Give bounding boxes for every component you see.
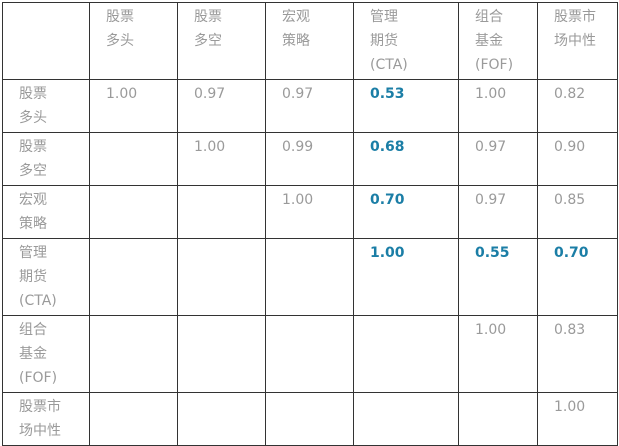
value-cell: 0.83: [537, 315, 618, 393]
value-cell: [177, 185, 266, 239]
value-cell: [265, 315, 354, 393]
value-cell: [89, 132, 178, 186]
value-cell: [89, 315, 178, 393]
value-cell: 0.99: [265, 132, 354, 186]
table-row: 股票市 场中性 1.00: [2, 392, 618, 446]
value-cell: [177, 238, 266, 316]
row-header: 宏观 策略: [2, 185, 90, 239]
value-cell: 1.00: [177, 132, 266, 186]
value-cell: 0.97: [458, 185, 538, 239]
value-cell: [177, 392, 266, 446]
value-cell: 0.70: [353, 185, 459, 239]
value-cell: 0.70: [537, 238, 618, 316]
value-cell: 0.97: [265, 79, 354, 133]
table-row: 股票 多头 1.00 0.97 0.97 0.53 1.00 0.82: [2, 79, 618, 133]
value-cell: [177, 315, 266, 393]
value-cell: 0.82: [537, 79, 618, 133]
value-cell: 0.53: [353, 79, 459, 133]
value-cell: 0.68: [353, 132, 459, 186]
table-row: 管理 期货 (CTA) 1.00 0.55 0.70: [2, 238, 618, 316]
table-row: 宏观 策略 1.00 0.70 0.97 0.85: [2, 185, 618, 239]
row-header: 股票 多空: [2, 132, 90, 186]
value-cell: 0.97: [177, 79, 266, 133]
row-header: 股票 多头: [2, 79, 90, 133]
value-cell: 0.85: [537, 185, 618, 239]
value-cell: 1.00: [458, 79, 538, 133]
value-cell: [353, 315, 459, 393]
header-row: 股票 多头 股票 多空 宏观 策略 管理 期货 (CTA) 组合 基金 (FOF) 股票市…: [2, 2, 618, 80]
row-header: 股票市 场中性: [2, 392, 90, 446]
row-header: 管理 期货 (CTA): [2, 238, 90, 316]
value-cell: [89, 392, 178, 446]
value-cell: 1.00: [353, 238, 459, 316]
value-cell: [89, 185, 178, 239]
value-cell: [353, 392, 459, 446]
value-cell: 0.90: [537, 132, 618, 186]
value-cell: 1.00: [458, 315, 538, 393]
value-cell: 0.97: [458, 132, 538, 186]
value-cell: [265, 392, 354, 446]
table-row: 股票 多空 1.00 0.99 0.68 0.97 0.90: [2, 132, 618, 186]
value-cell: 1.00: [265, 185, 354, 239]
table-row: 组合 基金 (FOF) 1.00 0.83: [2, 315, 618, 393]
column-header: 宏观 策略: [265, 2, 354, 80]
column-header: 股票市 场中性: [537, 2, 618, 80]
value-cell: [458, 392, 538, 446]
column-header: 股票 多空: [177, 2, 266, 80]
value-cell: 1.00: [537, 392, 618, 446]
column-header: 管理 期货 (CTA): [353, 2, 459, 80]
column-header: 股票 多头: [89, 2, 178, 80]
corner-cell: [2, 2, 90, 80]
value-cell: [265, 238, 354, 316]
value-cell: 1.00: [89, 79, 178, 133]
value-cell: [89, 238, 178, 316]
row-header: 组合 基金 (FOF): [2, 315, 90, 393]
column-header: 组合 基金 (FOF): [458, 2, 538, 80]
value-cell: 0.55: [458, 238, 538, 316]
